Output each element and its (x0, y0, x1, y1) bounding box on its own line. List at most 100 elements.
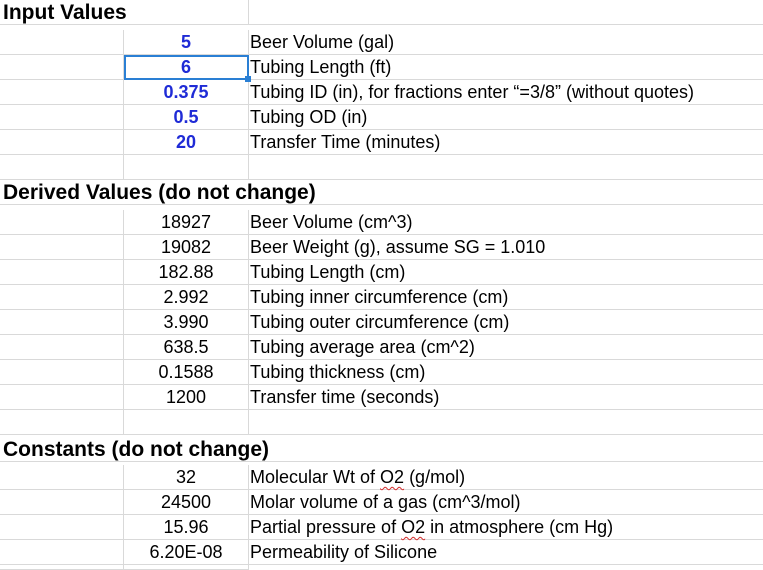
label-text: in atmosphere (cm Hg) (425, 517, 614, 537)
derived-value-cell[interactable]: 2.992 (124, 285, 249, 310)
cell-c[interactable] (249, 155, 763, 180)
spellcheck-word: O2 (401, 517, 426, 537)
cell-a[interactable] (0, 565, 124, 570)
constant-label-cell[interactable]: Permeability of Silicone (249, 540, 763, 565)
cell-a[interactable] (0, 155, 124, 180)
row-partial (0, 565, 763, 570)
spellcheck-word: O2 (380, 467, 405, 487)
selected-cell-text: 6 (180, 57, 191, 77)
cell-a[interactable] (0, 490, 124, 515)
cell-a[interactable] (0, 385, 124, 410)
derived-label-cell[interactable]: Tubing average area (cm^2) (249, 335, 763, 360)
cell-c[interactable] (249, 410, 763, 435)
derived-section-title: Derived Values (do not change) (3, 181, 316, 204)
derived-value-cell[interactable]: 1200 (124, 385, 249, 410)
fill-handle[interactable] (245, 76, 251, 82)
input-label-cell[interactable]: Tubing OD (in) (249, 105, 763, 130)
row-empty-1 (0, 155, 763, 180)
cell-a[interactable] (0, 410, 124, 435)
constant-value-cell[interactable]: 32 (124, 465, 249, 490)
selected-input-value-cell[interactable]: 6 (124, 55, 251, 82)
cell-b[interactable] (124, 565, 249, 570)
row-derived-1: 18927 Beer Volume (cm^3) (0, 210, 763, 235)
row-input-2: 6 Tubing Length (ft) (0, 55, 763, 82)
cell-a[interactable] (0, 515, 124, 540)
row-derived-7: 0.1588 Tubing thickness (cm) (0, 360, 763, 385)
input-value-cell[interactable]: 20 (124, 130, 249, 155)
input-value-cell[interactable]: 0.375 (124, 80, 249, 105)
derived-label-cell[interactable]: Beer Volume (cm^3) (249, 210, 763, 235)
row-constants-1: 32 Molecular Wt of O2 (g/mol) (0, 465, 763, 490)
derived-label-cell[interactable]: Transfer time (seconds) (249, 385, 763, 410)
derived-value-cell[interactable]: 19082 (124, 235, 249, 260)
row-constants-3: 15.96 Partial pressure of O2 in atmosphe… (0, 515, 763, 540)
label-text: Partial pressure of (250, 517, 402, 537)
derived-label-cell[interactable]: Tubing inner circumference (cm) (249, 285, 763, 310)
cell-a[interactable] (0, 540, 124, 565)
derived-value-cell[interactable]: 182.88 (124, 260, 249, 285)
cell-a[interactable] (0, 235, 124, 260)
constant-label-cell[interactable]: Molecular Wt of O2 (g/mol) (249, 465, 763, 490)
cell-a[interactable] (0, 105, 124, 130)
cell-a[interactable] (0, 285, 124, 310)
derived-value-cell[interactable]: 18927 (124, 210, 249, 235)
cell-a[interactable] (0, 260, 124, 285)
cell-a[interactable] (0, 30, 124, 55)
cell-b[interactable] (124, 410, 249, 435)
cell-a[interactable] (0, 310, 124, 335)
cell-a[interactable] (0, 55, 124, 80)
row-derived-5: 3.990 Tubing outer circumference (cm) (0, 310, 763, 335)
row-empty-2 (0, 410, 763, 435)
row-input-header: Input Values (0, 0, 763, 25)
row-constants-4: 6.20E-08 Permeability of Silicone (0, 540, 763, 565)
input-value-cell[interactable]: 5 (124, 30, 249, 55)
row-derived-8: 1200 Transfer time (seconds) (0, 385, 763, 410)
constants-header-cell[interactable]: Constants (do not change) (0, 437, 763, 462)
row-input-3: 0.375 Tubing ID (in), for fractions ente… (0, 80, 763, 105)
cell-a[interactable] (0, 80, 124, 105)
label-text: Molecular Wt of (250, 467, 381, 487)
label-text: Permeability of Silicone (250, 542, 438, 562)
constant-label-cell[interactable]: Partial pressure of O2 in atmosphere (cm… (249, 515, 763, 540)
constant-value-cell[interactable]: 6.20E-08 (124, 540, 249, 565)
row-constants-2: 24500 Molar volume of a gas (cm^3/mol) (0, 490, 763, 515)
row-derived-2: 19082 Beer Weight (g), assume SG = 1.010 (0, 235, 763, 260)
derived-label-cell[interactable]: Beer Weight (g), assume SG = 1.010 (249, 235, 763, 260)
cell-a[interactable] (0, 210, 124, 235)
derived-value-cell[interactable]: 638.5 (124, 335, 249, 360)
input-label-cell[interactable]: Transfer Time (minutes) (249, 130, 763, 155)
row-derived-header: Derived Values (do not change) (0, 180, 763, 205)
input-section-title: Input Values (3, 1, 127, 24)
row-derived-6: 638.5 Tubing average area (cm^2) (0, 335, 763, 360)
constant-label-cell[interactable]: Molar volume of a gas (cm^3/mol) (249, 490, 763, 515)
row-input-5: 20 Transfer Time (minutes) (0, 130, 763, 155)
row-derived-3: 182.88 Tubing Length (cm) (0, 260, 763, 285)
constant-value-cell[interactable]: 24500 (124, 490, 249, 515)
row-input-4: 0.5 Tubing OD (in) (0, 105, 763, 130)
input-label-cell[interactable]: Tubing Length (ft) (249, 55, 763, 80)
constants-section-title: Constants (do not change) (3, 438, 269, 461)
cell-a[interactable] (0, 335, 124, 360)
cell-b[interactable] (124, 155, 249, 180)
row-constants-header: Constants (do not change) (0, 437, 763, 462)
input-value-cell[interactable]: 0.5 (124, 105, 249, 130)
derived-value-cell[interactable]: 0.1588 (124, 360, 249, 385)
row-input-1: 5 Beer Volume (gal) (0, 30, 763, 55)
row-derived-4: 2.992 Tubing inner circumference (cm) (0, 285, 763, 310)
label-text: (g/mol) (404, 467, 466, 487)
derived-value-cell[interactable]: 3.990 (124, 310, 249, 335)
cell-a[interactable] (0, 360, 124, 385)
derived-label-cell[interactable]: Tubing outer circumference (cm) (249, 310, 763, 335)
derived-header-cell[interactable]: Derived Values (do not change) (0, 180, 763, 205)
input-header-cell[interactable]: Input Values (0, 0, 249, 25)
derived-label-cell[interactable]: Tubing thickness (cm) (249, 360, 763, 385)
cell-c1[interactable] (249, 0, 763, 25)
input-label-cell[interactable]: Tubing ID (in), for fractions enter “=3/… (249, 80, 763, 105)
derived-label-cell[interactable]: Tubing Length (cm) (249, 260, 763, 285)
input-label-cell[interactable]: Beer Volume (gal) (249, 30, 763, 55)
cell-a[interactable] (0, 130, 124, 155)
cell-a[interactable] (0, 465, 124, 490)
constant-value-cell[interactable]: 15.96 (124, 515, 249, 540)
label-text: Molar volume of a gas (cm^3/mol) (250, 492, 521, 512)
